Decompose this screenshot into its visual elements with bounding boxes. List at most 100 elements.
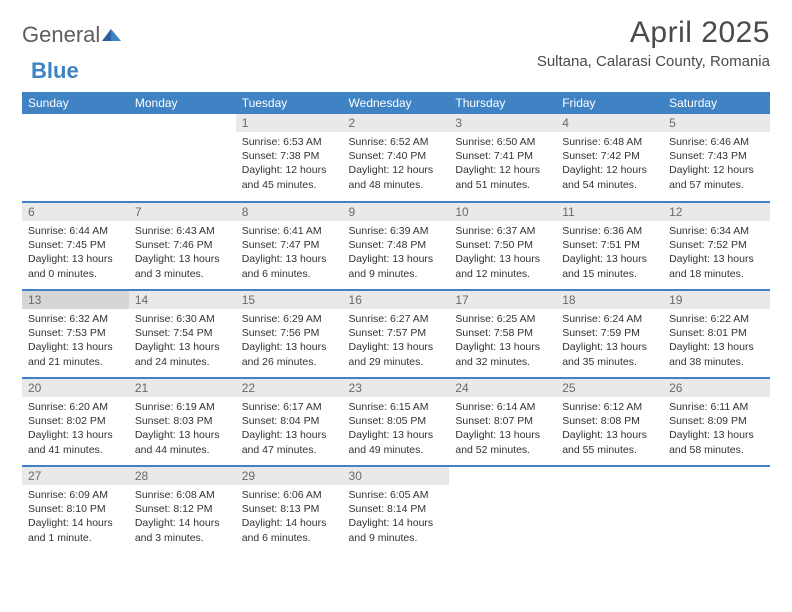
daylight-text: Daylight: 13 hours and 0 minutes. xyxy=(28,252,123,280)
logo: General xyxy=(22,16,122,48)
day-number: 12 xyxy=(663,203,770,221)
calendar-cell: 19Sunrise: 6:22 AMSunset: 8:01 PMDayligh… xyxy=(663,290,770,378)
daylight-text: Daylight: 13 hours and 18 minutes. xyxy=(669,252,764,280)
day-details: Sunrise: 6:43 AMSunset: 7:46 PMDaylight:… xyxy=(129,221,236,285)
calendar-cell: 9Sunrise: 6:39 AMSunset: 7:48 PMDaylight… xyxy=(343,202,450,290)
day-details: Sunrise: 6:46 AMSunset: 7:43 PMDaylight:… xyxy=(663,132,770,196)
sunrise-text: Sunrise: 6:53 AM xyxy=(242,135,337,149)
title-block: April 2025 Sultana, Calarasi County, Rom… xyxy=(537,16,770,70)
day-details: Sunrise: 6:50 AMSunset: 7:41 PMDaylight:… xyxy=(449,132,556,196)
day-details: Sunrise: 6:52 AMSunset: 7:40 PMDaylight:… xyxy=(343,132,450,196)
calendar-cell: 30Sunrise: 6:05 AMSunset: 8:14 PMDayligh… xyxy=(343,466,450,554)
calendar-cell: 20Sunrise: 6:20 AMSunset: 8:02 PMDayligh… xyxy=(22,378,129,466)
day-details: Sunrise: 6:14 AMSunset: 8:07 PMDaylight:… xyxy=(449,397,556,461)
day-details: Sunrise: 6:44 AMSunset: 7:45 PMDaylight:… xyxy=(22,221,129,285)
sunset-text: Sunset: 7:48 PM xyxy=(349,238,444,252)
sunrise-text: Sunrise: 6:25 AM xyxy=(455,312,550,326)
sunset-text: Sunset: 8:09 PM xyxy=(669,414,764,428)
sunrise-text: Sunrise: 6:14 AM xyxy=(455,400,550,414)
day-details: Sunrise: 6:09 AMSunset: 8:10 PMDaylight:… xyxy=(22,485,129,549)
calendar-body: 1Sunrise: 6:53 AMSunset: 7:38 PMDaylight… xyxy=(22,114,770,554)
daylight-text: Daylight: 12 hours and 45 minutes. xyxy=(242,163,337,191)
calendar-cell: 3Sunrise: 6:50 AMSunset: 7:41 PMDaylight… xyxy=(449,114,556,202)
daylight-text: Daylight: 14 hours and 9 minutes. xyxy=(349,516,444,544)
day-details: Sunrise: 6:17 AMSunset: 8:04 PMDaylight:… xyxy=(236,397,343,461)
calendar-cell: 22Sunrise: 6:17 AMSunset: 8:04 PMDayligh… xyxy=(236,378,343,466)
sunrise-text: Sunrise: 6:43 AM xyxy=(135,224,230,238)
day-details: Sunrise: 6:25 AMSunset: 7:58 PMDaylight:… xyxy=(449,309,556,373)
sunrise-text: Sunrise: 6:34 AM xyxy=(669,224,764,238)
day-header: Wednesday xyxy=(343,92,450,114)
calendar-cell: 11Sunrise: 6:36 AMSunset: 7:51 PMDayligh… xyxy=(556,202,663,290)
sunrise-text: Sunrise: 6:41 AM xyxy=(242,224,337,238)
calendar-cell: 5Sunrise: 6:46 AMSunset: 7:43 PMDaylight… xyxy=(663,114,770,202)
sunset-text: Sunset: 8:08 PM xyxy=(562,414,657,428)
logo-blue: Blue xyxy=(31,58,79,84)
calendar-cell: 23Sunrise: 6:15 AMSunset: 8:05 PMDayligh… xyxy=(343,378,450,466)
day-header: Thursday xyxy=(449,92,556,114)
daylight-text: Daylight: 13 hours and 55 minutes. xyxy=(562,428,657,456)
calendar-cell: 6Sunrise: 6:44 AMSunset: 7:45 PMDaylight… xyxy=(22,202,129,290)
day-number: 28 xyxy=(129,467,236,485)
day-details: Sunrise: 6:41 AMSunset: 7:47 PMDaylight:… xyxy=(236,221,343,285)
day-details: Sunrise: 6:11 AMSunset: 8:09 PMDaylight:… xyxy=(663,397,770,461)
day-number: 22 xyxy=(236,379,343,397)
daylight-text: Daylight: 13 hours and 38 minutes. xyxy=(669,340,764,368)
calendar-week: 20Sunrise: 6:20 AMSunset: 8:02 PMDayligh… xyxy=(22,378,770,466)
sunset-text: Sunset: 8:05 PM xyxy=(349,414,444,428)
month-title: April 2025 xyxy=(537,16,770,50)
day-details: Sunrise: 6:05 AMSunset: 8:14 PMDaylight:… xyxy=(343,485,450,549)
day-number: 14 xyxy=(129,291,236,309)
sunset-text: Sunset: 8:02 PM xyxy=(28,414,123,428)
calendar-cell xyxy=(449,466,556,554)
calendar-cell: 2Sunrise: 6:52 AMSunset: 7:40 PMDaylight… xyxy=(343,114,450,202)
calendar-week: 6Sunrise: 6:44 AMSunset: 7:45 PMDaylight… xyxy=(22,202,770,290)
daylight-text: Daylight: 13 hours and 9 minutes. xyxy=(349,252,444,280)
sunrise-text: Sunrise: 6:05 AM xyxy=(349,488,444,502)
calendar-cell: 14Sunrise: 6:30 AMSunset: 7:54 PMDayligh… xyxy=(129,290,236,378)
sunrise-text: Sunrise: 6:08 AM xyxy=(135,488,230,502)
day-details: Sunrise: 6:39 AMSunset: 7:48 PMDaylight:… xyxy=(343,221,450,285)
sunset-text: Sunset: 7:57 PM xyxy=(349,326,444,340)
sunset-text: Sunset: 7:40 PM xyxy=(349,149,444,163)
daylight-text: Daylight: 13 hours and 15 minutes. xyxy=(562,252,657,280)
day-number: 13 xyxy=(22,291,129,309)
day-details: Sunrise: 6:37 AMSunset: 7:50 PMDaylight:… xyxy=(449,221,556,285)
sunrise-text: Sunrise: 6:22 AM xyxy=(669,312,764,326)
calendar-table: SundayMondayTuesdayWednesdayThursdayFrid… xyxy=(22,92,770,554)
day-details: Sunrise: 6:22 AMSunset: 8:01 PMDaylight:… xyxy=(663,309,770,373)
day-number: 30 xyxy=(343,467,450,485)
day-details: Sunrise: 6:19 AMSunset: 8:03 PMDaylight:… xyxy=(129,397,236,461)
sunrise-text: Sunrise: 6:19 AM xyxy=(135,400,230,414)
daylight-text: Daylight: 13 hours and 29 minutes. xyxy=(349,340,444,368)
sunset-text: Sunset: 7:56 PM xyxy=(242,326,337,340)
day-number: 7 xyxy=(129,203,236,221)
sunset-text: Sunset: 8:01 PM xyxy=(669,326,764,340)
daylight-text: Daylight: 13 hours and 21 minutes. xyxy=(28,340,123,368)
sunset-text: Sunset: 7:51 PM xyxy=(562,238,657,252)
day-number: 3 xyxy=(449,114,556,132)
calendar-cell: 16Sunrise: 6:27 AMSunset: 7:57 PMDayligh… xyxy=(343,290,450,378)
sunset-text: Sunset: 7:53 PM xyxy=(28,326,123,340)
sunset-text: Sunset: 8:10 PM xyxy=(28,502,123,516)
calendar-cell: 15Sunrise: 6:29 AMSunset: 7:56 PMDayligh… xyxy=(236,290,343,378)
day-number: 2 xyxy=(343,114,450,132)
sunrise-text: Sunrise: 6:44 AM xyxy=(28,224,123,238)
calendar-header-row: SundayMondayTuesdayWednesdayThursdayFrid… xyxy=(22,92,770,114)
sunrise-text: Sunrise: 6:48 AM xyxy=(562,135,657,149)
sunset-text: Sunset: 7:58 PM xyxy=(455,326,550,340)
calendar-cell: 28Sunrise: 6:08 AMSunset: 8:12 PMDayligh… xyxy=(129,466,236,554)
sunrise-text: Sunrise: 6:11 AM xyxy=(669,400,764,414)
sunrise-text: Sunrise: 6:52 AM xyxy=(349,135,444,149)
day-number: 27 xyxy=(22,467,129,485)
sunrise-text: Sunrise: 6:15 AM xyxy=(349,400,444,414)
sunset-text: Sunset: 7:50 PM xyxy=(455,238,550,252)
daylight-text: Daylight: 13 hours and 44 minutes. xyxy=(135,428,230,456)
day-details: Sunrise: 6:53 AMSunset: 7:38 PMDaylight:… xyxy=(236,132,343,196)
day-number: 9 xyxy=(343,203,450,221)
day-number: 10 xyxy=(449,203,556,221)
calendar-cell: 24Sunrise: 6:14 AMSunset: 8:07 PMDayligh… xyxy=(449,378,556,466)
daylight-text: Daylight: 14 hours and 3 minutes. xyxy=(135,516,230,544)
calendar-cell: 27Sunrise: 6:09 AMSunset: 8:10 PMDayligh… xyxy=(22,466,129,554)
day-details: Sunrise: 6:29 AMSunset: 7:56 PMDaylight:… xyxy=(236,309,343,373)
